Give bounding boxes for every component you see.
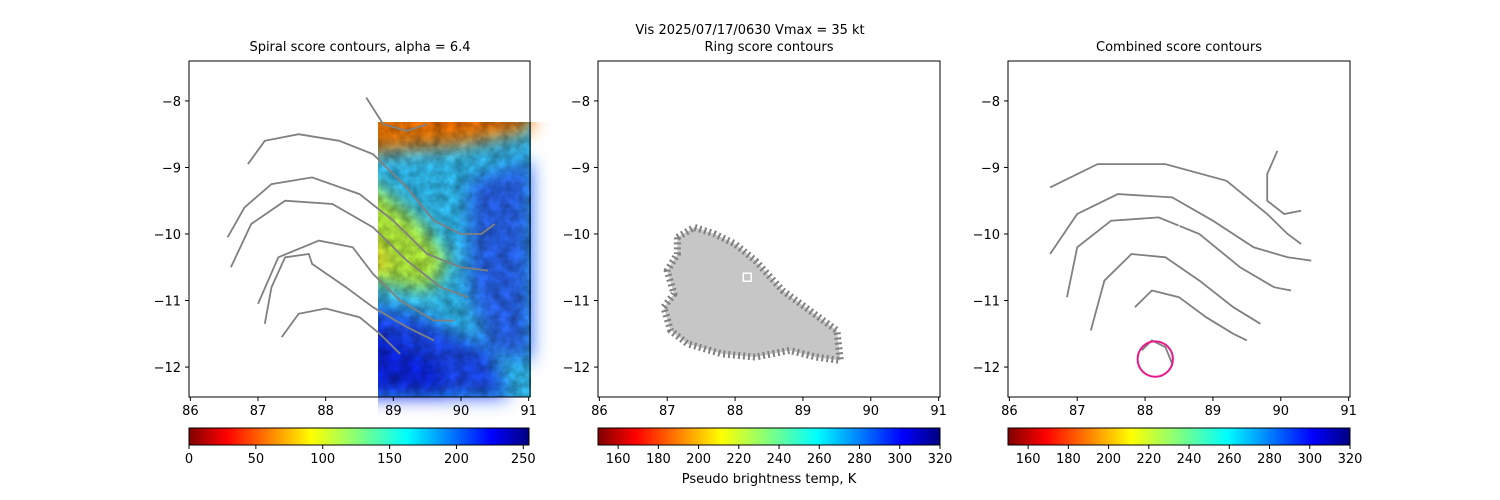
colorbar-tick-label: 300 — [887, 452, 912, 467]
colorbar-label: Pseudo brightness temp, K — [681, 472, 857, 487]
score-contour-6 — [1141, 339, 1174, 365]
y-tick-label: −8 — [571, 95, 590, 110]
x-tick-label: 90 — [1273, 404, 1290, 419]
ring-contour-fill — [663, 227, 841, 361]
colorbar-tick-label: 100 — [310, 452, 335, 467]
y-tick-label: −9 — [162, 161, 181, 176]
y-tick-label: −12 — [973, 361, 1000, 376]
score-contour-1 — [1049, 163, 1302, 245]
square-marker-0 — [1150, 354, 1160, 364]
x-tick-label: 86 — [1001, 404, 1018, 419]
x-tick-label: 88 — [727, 404, 744, 419]
colorbar-tick-label: 220 — [726, 452, 751, 467]
x-tick-label: 87 — [1069, 404, 1086, 419]
center-plus-marker — [1175, 224, 1183, 233]
y-tick-label: −9 — [571, 161, 590, 176]
axes-frame — [188, 60, 531, 398]
x-tick-label: 89 — [795, 404, 812, 419]
colorbar-tick-label: 200 — [444, 452, 469, 467]
colorbar-tick-label: 50 — [248, 452, 265, 467]
spiral-panel-title: Spiral score contours, alpha = 6.4 — [249, 40, 471, 55]
score-contour-0 — [1266, 150, 1302, 215]
y-tick-label: −11 — [563, 295, 590, 310]
x-tick-label: 88 — [1137, 404, 1154, 419]
x-tick-label: 91 — [1340, 404, 1357, 419]
colorbar-tick-label: 320 — [928, 452, 953, 467]
score-contour-2 — [1049, 193, 1312, 262]
axes-frame — [1007, 60, 1351, 398]
colorbar-tick-label: 160 — [606, 452, 631, 467]
colorbar-tick-label: 280 — [847, 452, 872, 467]
figure-title: Vis 2025/07/17/0630 Vmax = 35 kt — [635, 23, 865, 38]
x-tick-label: 87 — [250, 404, 267, 419]
colorbar-tick-label: 280 — [1257, 452, 1282, 467]
panel-spiral: 86 87 88 89 90 91 −8 −9 −10 −11 −12 0 50 100 150 200 25… — [154, 60, 537, 467]
axes-frame — [597, 60, 941, 398]
colorbar-spiral — [188, 427, 530, 446]
score-contour-1 — [247, 133, 496, 235]
colorbar-tick-label: 200 — [1096, 452, 1121, 467]
x-tick-label: 86 — [182, 404, 199, 419]
y-tick-label: −12 — [563, 361, 590, 376]
panel-ring: 86 87 88 89 90 91 −8 −9 −10 −11 −12 160 180 200 220 24… — [563, 60, 953, 467]
ring-contour-outline — [660, 223, 844, 364]
colorbar-tick-label: 240 — [767, 452, 792, 467]
panel-combined: 86 87 88 89 90 91 −8 −9 −10 −11 −12 160 180 200 220 24… — [973, 60, 1363, 467]
y-tick-label: −11 — [973, 295, 1000, 310]
score-contour-5 — [263, 253, 435, 342]
y-tick-label: −10 — [563, 228, 590, 243]
colorbar-tick-label: 260 — [1217, 452, 1242, 467]
y-tick-label: −8 — [162, 95, 181, 110]
center-circle — [1136, 340, 1174, 378]
colorbar-tick-label: 0 — [185, 452, 193, 467]
score-contour-3 — [230, 199, 469, 299]
colorbar-tick-label: 180 — [646, 452, 671, 467]
y-tick-label: −10 — [973, 228, 1000, 243]
combined-panel-title: Combined score contours — [1096, 40, 1262, 55]
ring-panel-title: Ring score contours — [704, 40, 834, 55]
x-tick-label: 90 — [863, 404, 880, 419]
colorbar-tick-label: 320 — [1338, 452, 1363, 467]
x-tick-label: 91 — [520, 404, 537, 419]
colorbar-tick-label: 260 — [807, 452, 832, 467]
y-tick-label: −10 — [154, 228, 181, 243]
x-tick-label: 89 — [385, 404, 402, 419]
score-contour-4 — [1089, 253, 1261, 331]
colorbar-combined — [1007, 427, 1351, 446]
score-contour-6 — [280, 307, 401, 355]
x-tick-label: 87 — [659, 404, 676, 419]
x-tick-label: 90 — [453, 404, 470, 419]
x-tick-label: 86 — [591, 404, 608, 419]
colorbar-tick-label: 180 — [1056, 452, 1081, 467]
x-tick-label: 88 — [317, 404, 334, 419]
y-tick-label: −9 — [981, 161, 1000, 176]
colorbar-tick-label: 250 — [511, 452, 536, 467]
score-contour-5 — [1134, 289, 1248, 342]
colorbar-ring — [597, 427, 941, 446]
colorbar-tick-label: 240 — [1177, 452, 1202, 467]
colorbar-tick-label: 220 — [1136, 452, 1161, 467]
colorbar-tick-label: 160 — [1016, 452, 1041, 467]
colorbar-tick-label: 300 — [1297, 452, 1322, 467]
x-tick-label: 89 — [1205, 404, 1222, 419]
square-marker-0 — [742, 272, 753, 282]
score-contour-2 — [226, 176, 489, 272]
y-tick-label: −11 — [154, 295, 181, 310]
score-contour-0 — [365, 97, 428, 132]
center-plus-marker — [355, 224, 364, 233]
score-contour-4 — [257, 239, 455, 322]
x-tick-label: 91 — [930, 404, 947, 419]
y-tick-label: −8 — [981, 95, 1000, 110]
y-tick-label: −12 — [154, 361, 181, 376]
colorbar-tick-label: 150 — [377, 452, 402, 467]
colorbar-tick-label: 200 — [686, 452, 711, 467]
